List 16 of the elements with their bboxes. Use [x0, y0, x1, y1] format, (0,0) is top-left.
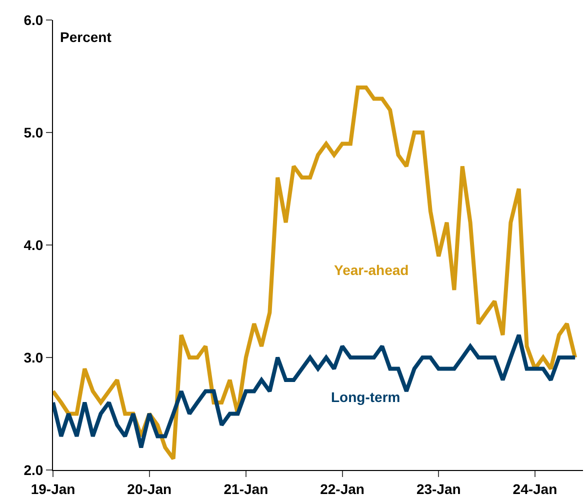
- x-tick-label: 19-Jan: [30, 480, 76, 497]
- series-label: Long-term: [331, 389, 400, 405]
- x-tick-label: 23-Jan: [416, 480, 461, 497]
- y-tick-label: 4.0: [24, 236, 44, 253]
- y-tick-label: 5.0: [24, 124, 44, 140]
- x-tick-label: 20-Jan: [127, 480, 172, 497]
- y-axis-title: Percent: [60, 29, 112, 45]
- y-tick-label: 3.0: [24, 349, 44, 366]
- y-tick-label: 6.0: [24, 12, 44, 28]
- y-tick-label: 2.0: [24, 462, 44, 478]
- text: Year-ahead: [334, 262, 409, 278]
- x-tick-label: 22-Jan: [320, 480, 364, 497]
- x-tick-label: 24-Jan: [512, 480, 558, 497]
- line-series: [53, 333, 578, 450]
- x-tick-label: 21-Jan: [224, 480, 268, 497]
- line-series: [53, 86, 578, 461]
